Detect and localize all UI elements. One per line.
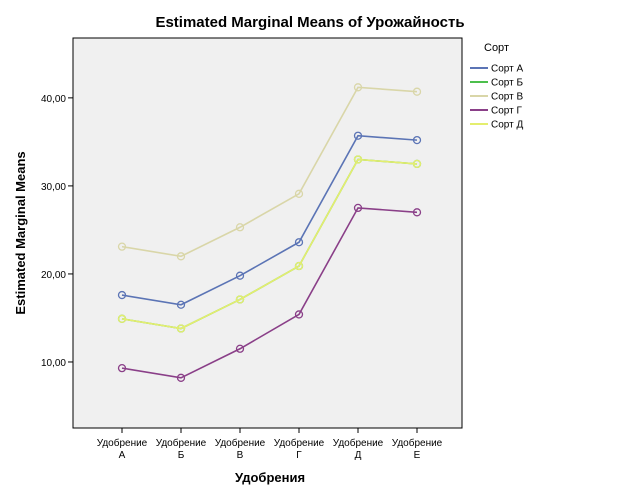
- data-point: [235, 344, 245, 353]
- series-line: [121, 158, 418, 330]
- legend-label: Сорт А: [491, 64, 523, 75]
- series-5: [117, 155, 422, 333]
- y-tick-label: 10,00: [41, 358, 66, 369]
- data-point: [353, 155, 363, 164]
- data-point: [412, 208, 422, 217]
- y-tick-label: 20,00: [41, 270, 66, 281]
- data-point: [235, 295, 245, 304]
- plot-area: [72, 37, 463, 429]
- series-line: [121, 207, 418, 379]
- data-point: [353, 131, 363, 140]
- data-point: [412, 87, 422, 96]
- y-tick-label: 30,00: [41, 182, 66, 193]
- legend-label: Сорт Г: [491, 106, 522, 117]
- data-point: [412, 135, 422, 145]
- x-tick-label: Удобрение Д: [333, 437, 384, 461]
- x-axis: Удобрение А Удобрение Б Удобрение В Удобрение Г…: [97, 428, 443, 461]
- legend: Сорт Сорт А Сорт Б Сорт В Сорт Г Сорт Д: [470, 42, 523, 131]
- x-tick-label: Удобрение В: [215, 437, 266, 461]
- x-tick-label: Удобрение Е: [392, 437, 443, 461]
- data-point: [176, 324, 186, 333]
- series-3: [117, 83, 422, 261]
- legend-label: Сорт Б: [491, 78, 523, 89]
- y-axis-title: Estimated Marginal Means: [13, 151, 28, 314]
- legend-label: Сорт В: [491, 92, 523, 103]
- chart-title: Estimated Marginal Means of Урожайность: [155, 14, 464, 31]
- x-tick-label: Удобрение Г: [274, 437, 325, 461]
- x-tick-label: Удобрение А: [97, 437, 148, 461]
- data-point: [294, 189, 304, 198]
- data-point: [176, 373, 186, 382]
- legend-title: Сорт: [484, 42, 509, 54]
- series-line: [121, 86, 418, 258]
- data-point: [294, 310, 304, 319]
- data-point: [117, 314, 127, 323]
- data-point: [294, 238, 304, 247]
- data-point: [176, 252, 186, 261]
- data-point: [353, 203, 363, 213]
- x-axis-title: Удобрения: [235, 470, 305, 485]
- series-layer: [117, 83, 422, 382]
- data-point: [412, 159, 422, 169]
- data-point: [235, 223, 245, 232]
- data-point: [353, 83, 363, 92]
- legend-label: Сорт Д: [491, 120, 523, 131]
- y-tick-label: 40,00: [41, 94, 66, 105]
- data-point: [176, 300, 186, 309]
- series-line: [121, 134, 418, 306]
- data-point: [117, 242, 127, 251]
- x-tick-label: Удобрение Б: [156, 437, 207, 461]
- y-axis: 10,00 20,00 30,00 40,00: [41, 94, 73, 369]
- data-point: [235, 271, 245, 280]
- series-4: [117, 203, 422, 382]
- data-point: [117, 363, 127, 373]
- data-point: [294, 261, 304, 271]
- data-point: [117, 290, 127, 300]
- series-1: [117, 131, 422, 309]
